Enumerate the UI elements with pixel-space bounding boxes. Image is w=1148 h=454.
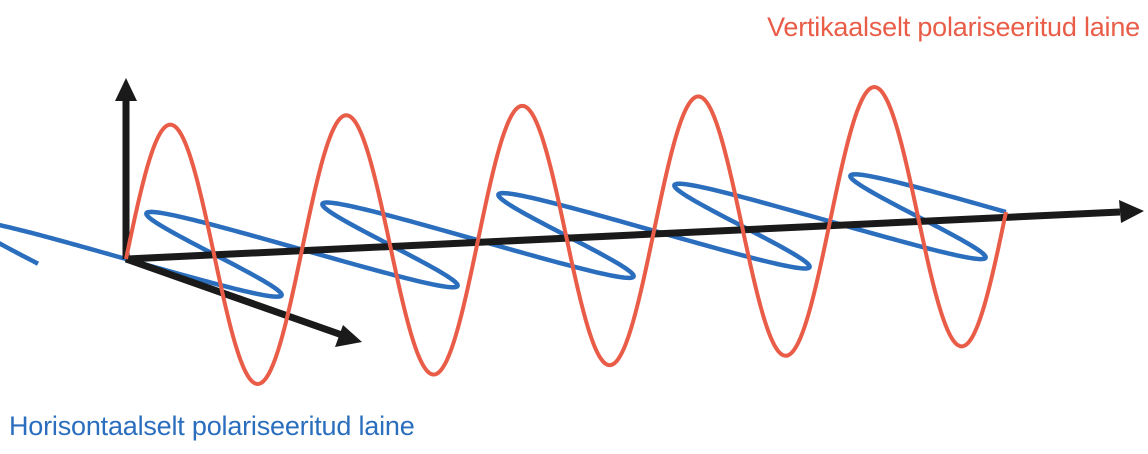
vertical-wave-cycle-5 bbox=[828, 85, 1008, 349]
depth-axis bbox=[124, 255, 344, 339]
vertical-wave-cycle-3 bbox=[476, 103, 656, 368]
vertical-wave-cycle-4 bbox=[652, 94, 832, 358]
vertical-wave-cycle-2 bbox=[300, 113, 480, 377]
vertical-wave-cycle-1 bbox=[124, 122, 304, 386]
horizontal-wave-group bbox=[0, 172, 1007, 299]
vertical-axis-arrow-icon bbox=[115, 78, 137, 101]
propagation-axis-arrow-icon bbox=[1119, 200, 1144, 223]
depth-axis-arrow-icon bbox=[335, 325, 362, 347]
propagation-axis bbox=[125, 208, 1121, 263]
vertical-wave-label: Vertikaalselt polariseeritud laine bbox=[767, 12, 1140, 42]
vertical-wave-group bbox=[124, 85, 1008, 386]
horizontal-wave-cycle-lead bbox=[0, 222, 127, 266]
horizontal-wave-label: Horisontaalselt polariseeritud laine bbox=[9, 411, 415, 441]
axes-group bbox=[115, 78, 1144, 347]
